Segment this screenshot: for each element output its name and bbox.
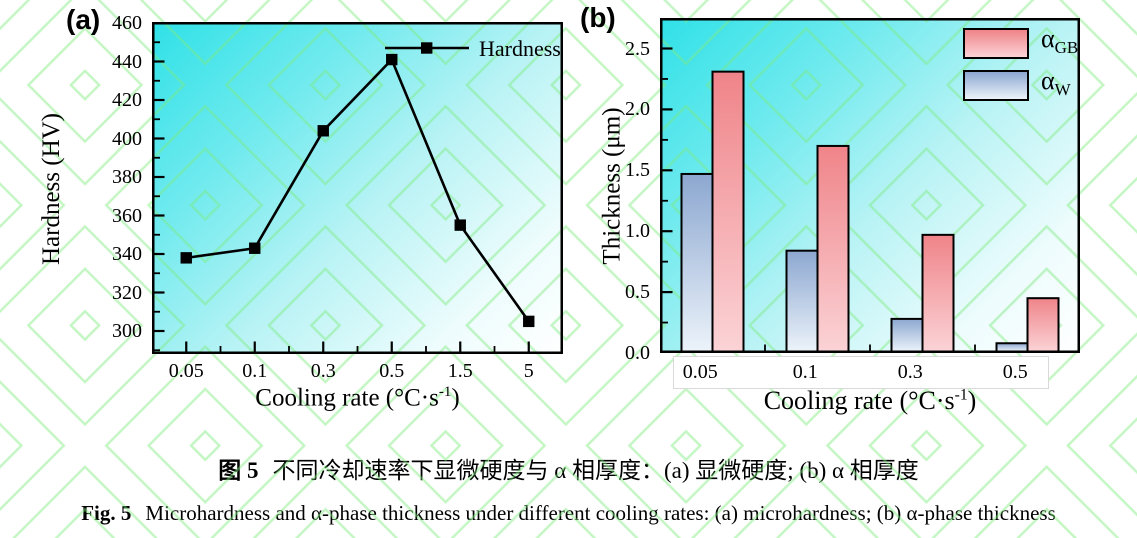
chart-b-x-tick-label: 0.3 bbox=[897, 361, 923, 383]
chart-a-y-tick-label: 380 bbox=[112, 166, 142, 188]
x-axis-title-text: Cooling rate (°C·s bbox=[255, 384, 439, 412]
data-point-marker bbox=[180, 252, 192, 264]
legend-a-marker bbox=[421, 42, 433, 54]
legend-b-swatch-gb bbox=[963, 28, 1029, 59]
legend-b-swatch-w bbox=[963, 70, 1029, 101]
bar-alpha-w bbox=[890, 317, 924, 353]
data-point-marker bbox=[386, 53, 398, 66]
data-point-marker bbox=[523, 315, 535, 328]
chart-a-x-tick-label: 0.5 bbox=[379, 360, 405, 382]
chart-a-y-axis-title: Hardness (HV) bbox=[38, 112, 65, 266]
bar-alpha-gb bbox=[711, 70, 745, 353]
bar-alpha-w bbox=[995, 342, 1029, 353]
data-point-marker bbox=[317, 125, 329, 137]
bar-alpha-w bbox=[785, 249, 819, 353]
chart-b-xtick-box: 0.05 0.1 0.3 0.5 bbox=[673, 356, 1049, 389]
chart-b-x-axis-title: Cooling rate (°C·s-1) bbox=[660, 386, 1080, 416]
chart-b-y-axis-title: Thickness (μm) bbox=[598, 107, 626, 265]
legend-b-row: αW bbox=[963, 66, 1078, 101]
chart-a-y-tick-label: 400 bbox=[112, 127, 142, 150]
x-axis-title-sup: -1 bbox=[954, 386, 968, 404]
bar-alpha-gb bbox=[921, 233, 955, 353]
chart-a-x-axis-title: Cooling rate (°C·s-1) bbox=[152, 384, 563, 412]
data-point-marker bbox=[454, 219, 466, 231]
caption-en-text: Microhardness and α-phase thickness unde… bbox=[145, 501, 1056, 525]
chart-b-x-tick-label: 0.5 bbox=[1002, 361, 1028, 383]
bar-alpha-w bbox=[680, 172, 714, 353]
plot-a-border bbox=[152, 22, 563, 354]
caption-en: Fig. 5 Microhardness and α-phase thicknes… bbox=[0, 501, 1137, 526]
caption-zh-prefix: 图 5 bbox=[218, 458, 259, 483]
x-axis-title-text: Cooling rate (°C·s bbox=[763, 386, 955, 415]
panel-b-label: (b) bbox=[580, 2, 616, 33]
chart-a-plot: Hardness bbox=[152, 22, 563, 354]
chart-a-x-tick-label: 0.1 bbox=[242, 360, 268, 382]
legend-b-label-sub: GB bbox=[1054, 38, 1079, 58]
legend-a-label: Hardness bbox=[479, 36, 561, 61]
data-point-marker bbox=[249, 242, 261, 254]
bar-alpha-gb bbox=[1026, 297, 1060, 353]
legend-b-label: αGB bbox=[1041, 24, 1079, 58]
chart-a-y-tick-label: 440 bbox=[112, 50, 142, 73]
hardness-line bbox=[186, 57, 530, 323]
caption-zh-text: 不同冷却速率下显微硬度与 α 相厚度：(a) 显微硬度; (b) α 相厚度 bbox=[272, 458, 919, 483]
caption-en-prefix: Fig. 5 bbox=[81, 501, 132, 525]
caption-zh: 图 5 不同冷却速率下显微硬度与 α 相厚度：(a) 显微硬度; (b) α 相厚… bbox=[0, 451, 1137, 485]
x-axis-title-close: ) bbox=[451, 384, 460, 412]
chart-b-x-tick-label: 0.1 bbox=[792, 361, 818, 383]
x-axis-title-sup: -1 bbox=[438, 384, 452, 400]
x-axis-title-close: ) bbox=[967, 386, 977, 415]
chart-b-legend: αGB αW bbox=[963, 24, 1078, 112]
chart-a-y-tick-label: 420 bbox=[112, 89, 142, 111]
legend-b-row: αGB bbox=[963, 24, 1078, 59]
chart-a-y-tick-label: 340 bbox=[112, 243, 142, 265]
chart-a-y-tick-label: 360 bbox=[112, 204, 142, 227]
chart-b-x-tick-label: 0.05 bbox=[682, 361, 718, 383]
legend-b-label: αW bbox=[1041, 66, 1071, 100]
chart-a-x-tick-label: 1.5 bbox=[447, 360, 473, 382]
chart-a-y-tick-label: 300 bbox=[112, 320, 142, 342]
chart-a-y-tick-label: 320 bbox=[112, 281, 142, 304]
bar-alpha-gb bbox=[816, 144, 850, 353]
chart-a-x-tick-label: 5 bbox=[523, 360, 534, 382]
legend-b-label-sub: W bbox=[1054, 80, 1071, 100]
chart-a-x-tick-label: 0.05 bbox=[168, 360, 204, 382]
panel-a-label: (a) bbox=[66, 4, 101, 35]
chart-a-x-tick-label: 0.3 bbox=[310, 360, 336, 382]
